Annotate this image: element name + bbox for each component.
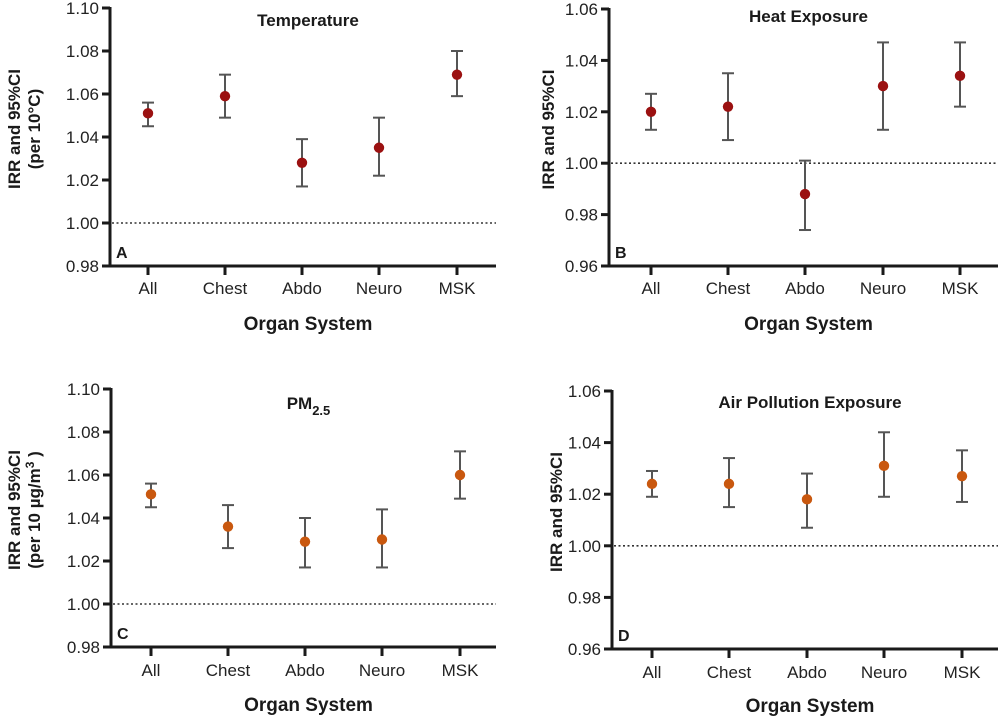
panel-title: Air Pollution Exposure (718, 393, 901, 412)
y-tick-label: 1.06 (565, 0, 598, 19)
x-tick-label-chest: Chest (707, 663, 752, 682)
data-point-neuro (373, 142, 385, 153)
y-tick-label: 1.06 (67, 466, 100, 485)
panel-letter: A (116, 245, 128, 262)
data-point-all (145, 489, 157, 500)
data-point-neuro (878, 460, 890, 472)
panel-b: 0.96 0.98 1.00 1.02 1.04 1.06 All Chest Abdo Neur… (539, 0, 998, 335)
x-tick-label-chest: Chest (206, 661, 251, 680)
x-tick-label-abdo: Abdo (285, 661, 325, 680)
y-tick-label: 0.98 (565, 206, 598, 225)
data-point-neuro (376, 534, 388, 545)
panel-title-text: Air Pollution Exposure (718, 393, 901, 412)
data-point-abdo (799, 188, 811, 200)
panel-title-text: PM (287, 394, 313, 413)
y-tick-label: 1.02 (66, 171, 99, 190)
panel-letter: B (615, 245, 627, 262)
x-tick-label-msk: MSK (944, 663, 982, 682)
y-tick-label: 0.98 (568, 588, 601, 607)
x-tick-label-msk: MSK (439, 279, 477, 298)
data-point-neuro (877, 80, 889, 92)
y-tick-label: 0.98 (66, 257, 99, 276)
panel-c: 0.98 1.00 1.02 1.04 1.06 1.08 1.10 All Chest Abdo… (5, 380, 496, 716)
panel-title: PM2.5 (287, 394, 331, 418)
x-tick-label-abdo: Abdo (785, 279, 825, 298)
panel-title: Temperature (257, 11, 359, 30)
y-axis-units-text: (per 10°C) (25, 89, 44, 169)
data-point-all (142, 108, 154, 119)
data-point-abdo (296, 157, 308, 168)
y-tick-label: 1.08 (66, 42, 99, 61)
x-tick-label-all: All (139, 279, 158, 298)
data-point-all (646, 478, 658, 490)
y-tick-label: 1.06 (568, 382, 601, 401)
x-tick-label-chest: Chest (706, 279, 751, 298)
y-tick-label: 1.10 (67, 380, 100, 399)
x-axis-title: Organ System (244, 314, 373, 335)
data-point-chest (222, 521, 234, 532)
x-tick-label-neuro: Neuro (356, 279, 402, 298)
data-point-all (645, 106, 657, 118)
data-point-chest (219, 90, 231, 102)
y-tick-label: 1.02 (67, 552, 100, 571)
y-tick-label: 1.06 (66, 85, 99, 104)
y-axis-title-units: (per 10 µg/m3 ) (23, 451, 44, 569)
y-tick-label: 1.10 (66, 0, 99, 18)
panel-d: 0.96 0.98 1.00 1.02 1.04 1.06 All Chest Abdo Neur… (547, 382, 998, 717)
x-axis-title: Organ System (744, 314, 873, 335)
x-tick-label-abdo: Abdo (282, 279, 322, 298)
panel-title-subscript: 2.5 (312, 403, 330, 418)
y-tick-label: 1.02 (565, 103, 598, 122)
y-axis-title: IRR and 95%CI (5, 450, 24, 570)
data-point-msk (956, 470, 968, 482)
y-axis-title: IRR and 95%CI (5, 69, 24, 189)
y-tick-label: 1.00 (565, 154, 598, 173)
x-axis-title: Organ System (746, 696, 875, 717)
data-point-msk (451, 69, 463, 80)
y-axis-title: IRR and 95%CI (547, 452, 566, 572)
panel-letter: D (618, 628, 630, 645)
x-tick-label-abdo: Abdo (787, 663, 827, 682)
y-tick-label: 1.00 (66, 214, 99, 233)
x-tick-label-chest: Chest (203, 279, 248, 298)
panel-title: Heat Exposure (749, 7, 868, 26)
x-tick-label-msk: MSK (942, 279, 980, 298)
y-tick-label: 1.00 (568, 537, 601, 556)
y-tick-label: 1.04 (568, 434, 601, 453)
y-tick-label: 0.96 (568, 640, 601, 659)
data-point-chest (722, 101, 734, 112)
x-tick-label-neuro: Neuro (860, 279, 906, 298)
data-point-abdo (299, 536, 311, 547)
x-tick-label-all: All (643, 663, 662, 682)
y-axis-units-close: ) (25, 451, 44, 461)
panel-letter: C (117, 626, 129, 643)
y-tick-label: 1.04 (565, 51, 598, 70)
y-axis-units-text: (per 10 µg/m (25, 468, 44, 569)
data-point-msk (454, 469, 466, 481)
y-tick-label: 0.96 (565, 257, 598, 276)
x-tick-label-all: All (642, 279, 661, 298)
y-tick-label: 1.04 (67, 509, 100, 528)
x-tick-label-neuro: Neuro (861, 663, 907, 682)
x-tick-label-msk: MSK (442, 661, 480, 680)
x-tick-label-all: All (142, 661, 161, 680)
y-tick-label: 1.02 (568, 485, 601, 504)
y-tick-label: 1.08 (67, 423, 100, 442)
y-axis-title: IRR and 95%CI (539, 70, 558, 190)
y-axis-units-superscript: 3 (23, 461, 37, 468)
y-tick-label: 1.04 (66, 128, 99, 147)
panel-a: 0.98 1.00 1.02 1.04 1.06 1.08 1.10 All Chest Abdo… (5, 0, 496, 335)
data-point-abdo (801, 494, 813, 505)
data-point-chest (723, 478, 735, 490)
panel-title-text: Temperature (257, 11, 359, 30)
data-point-msk (954, 70, 966, 82)
y-axis-title-units: (per 10°C) (25, 89, 44, 169)
x-axis-title: Organ System (244, 695, 373, 716)
y-tick-label: 1.00 (67, 595, 100, 614)
panel-title-text: Heat Exposure (749, 7, 868, 26)
x-tick-label-neuro: Neuro (359, 661, 405, 680)
y-tick-label: 0.98 (67, 638, 100, 657)
